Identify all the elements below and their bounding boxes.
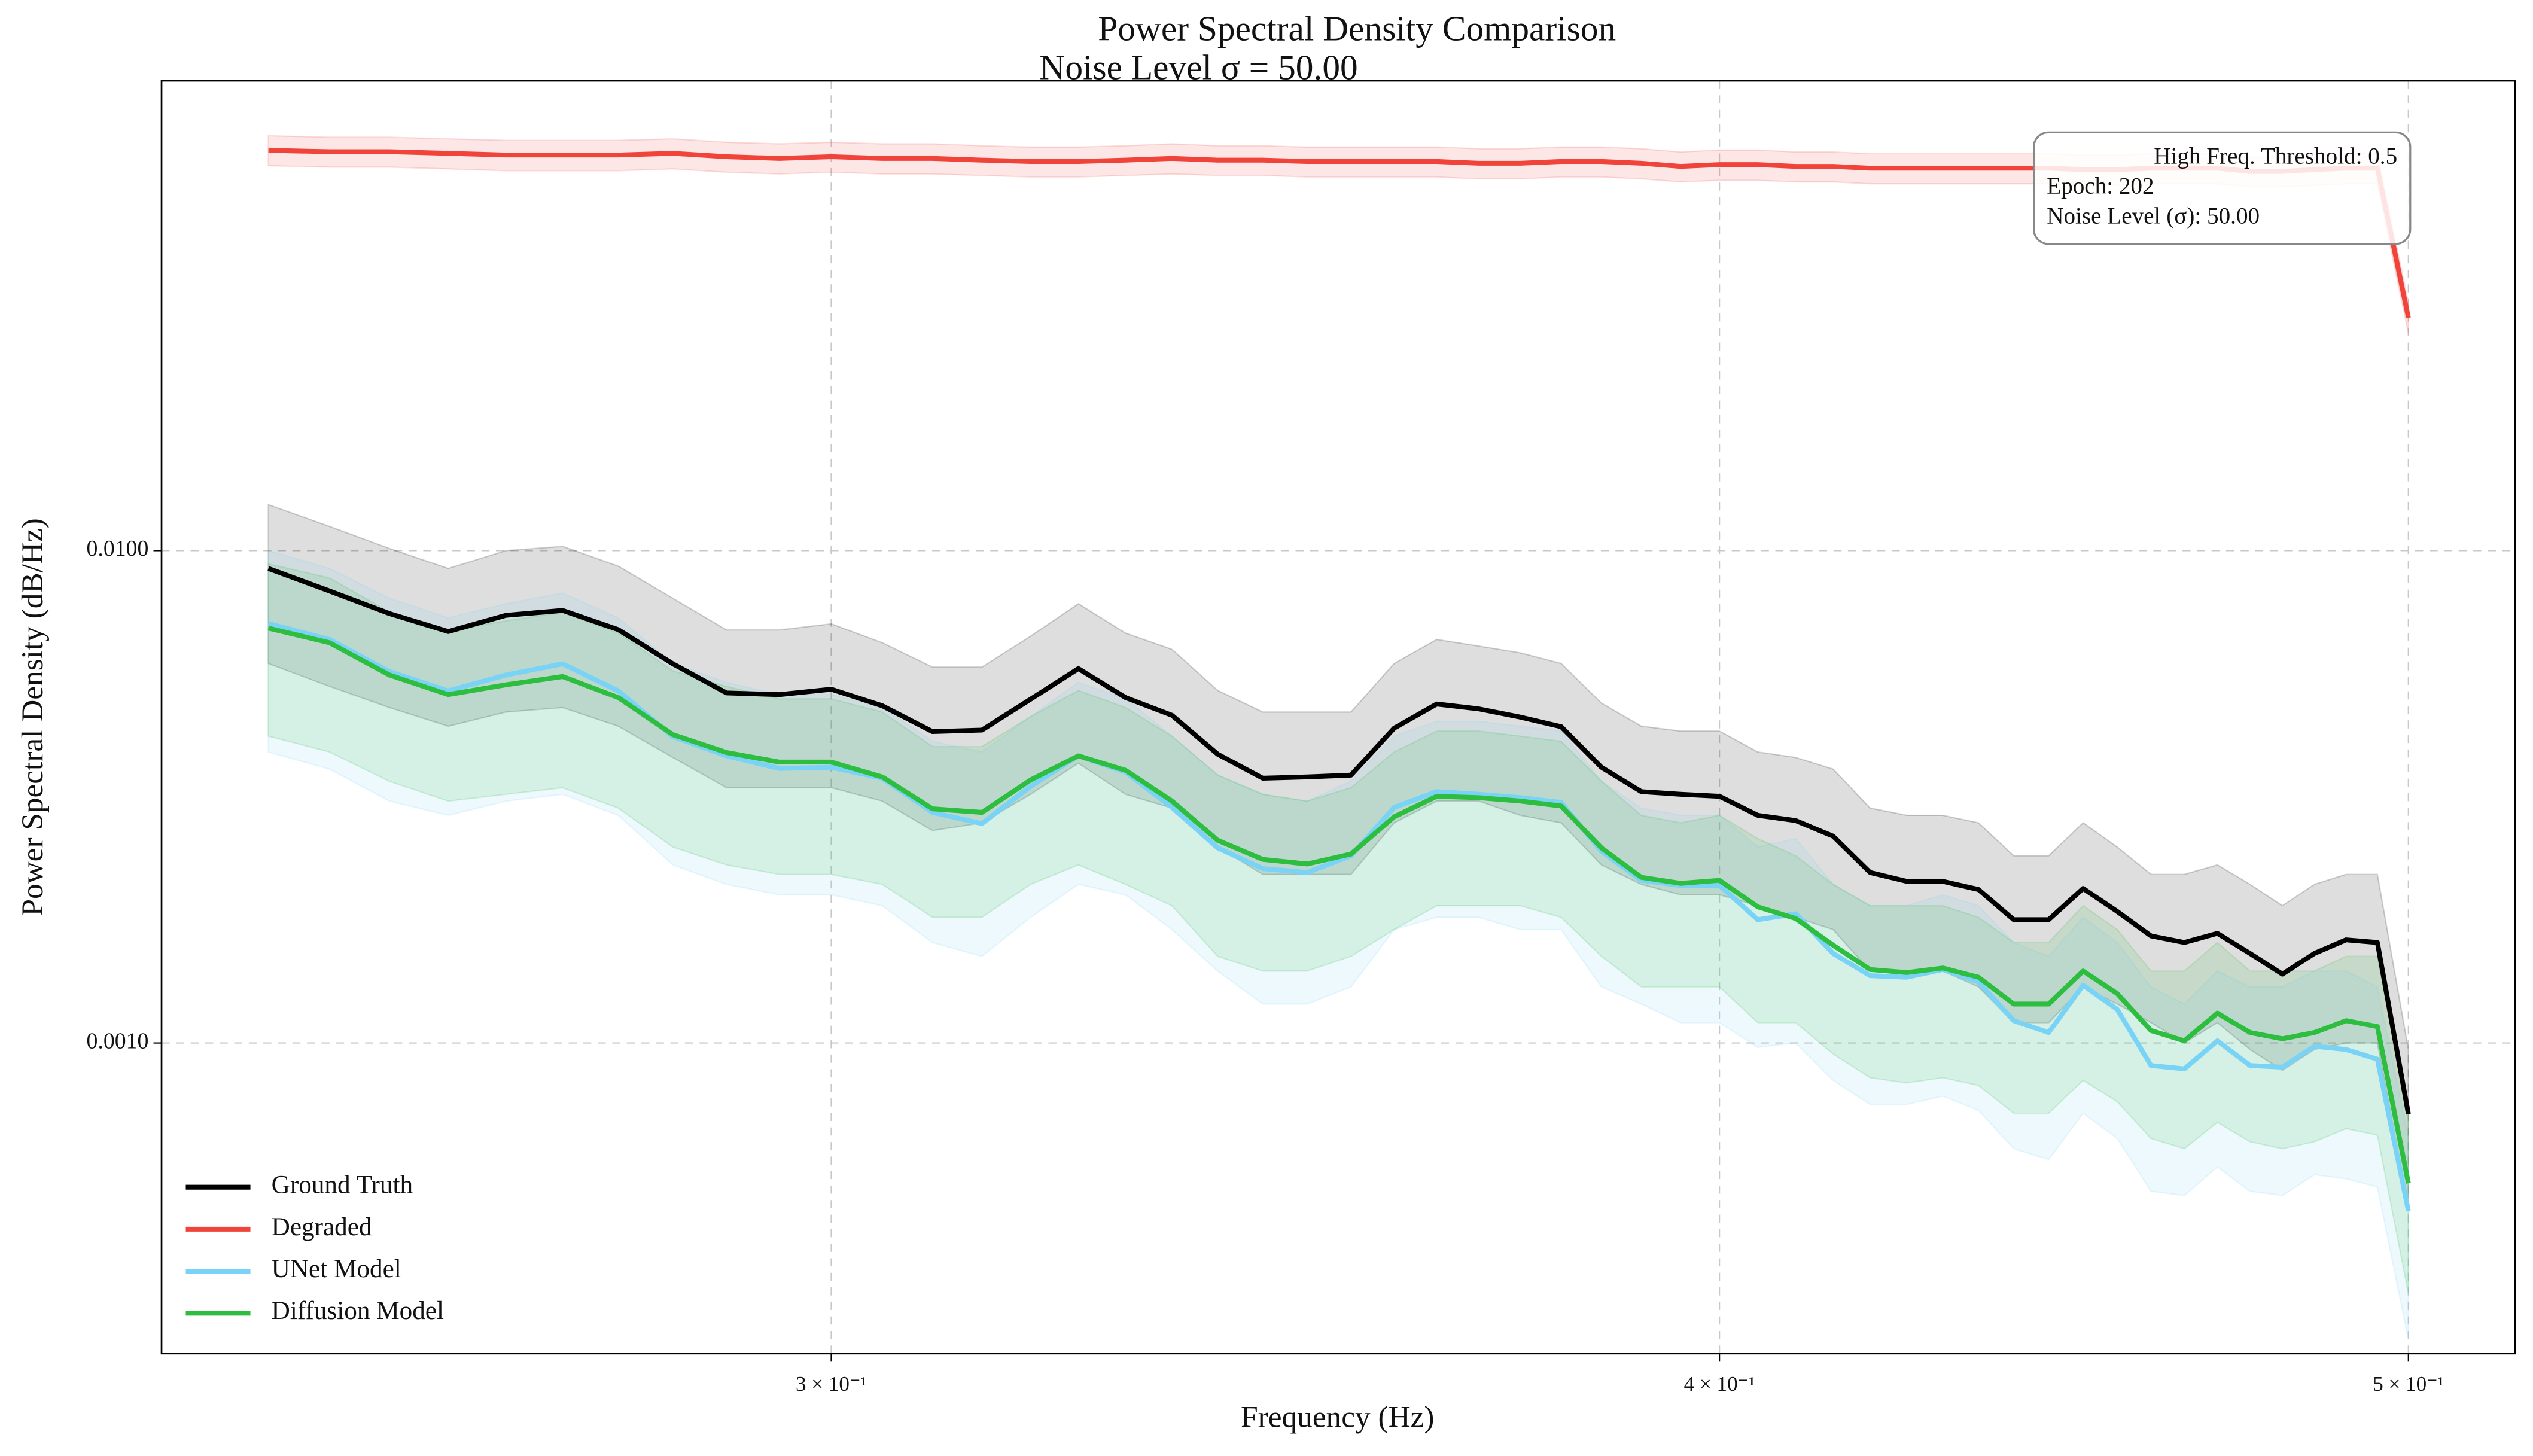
chart-title: Power Spectral Density Comparison — [1098, 9, 1616, 48]
legend-label: UNet Model — [272, 1255, 401, 1283]
plot-frame — [160, 80, 2516, 1355]
x-tick-label: 3 × 10⁻¹ — [796, 1372, 867, 1396]
plot-area: 0.0010 0.0100 3 × 10⁻¹ 4 × 10⁻¹ 5 × 10⁻¹ Grou… — [86, 80, 2516, 1396]
y-tick-label: 0.0010 — [86, 1028, 148, 1053]
confidence-band — [267, 550, 2409, 1340]
legend-label: Degraded — [272, 1213, 372, 1241]
x-axis-label: Frequency (Hz) — [1241, 1400, 1434, 1434]
annotation-text: Epoch: 202 — [2047, 173, 2154, 199]
series-line — [267, 626, 2411, 1184]
legend-label: Diffusion Model — [272, 1297, 444, 1325]
annotation-box — [2032, 131, 2412, 245]
y-axis-label: Power Spectral Density (dB/Hz) — [16, 518, 50, 916]
x-tick-label: 5 × 10⁻¹ — [2373, 1372, 2444, 1396]
annotation-text: Noise Level (σ): 50.00 — [2047, 203, 2260, 229]
annotation-text: High Freq. Threshold: 0.5 — [2154, 144, 2397, 169]
y-tick-label: 0.0100 — [86, 536, 148, 561]
series-line — [267, 566, 2411, 1115]
legend-label: Ground Truth — [272, 1171, 413, 1199]
x-tick-label: 4 × 10⁻¹ — [1684, 1372, 1755, 1396]
series-line — [267, 621, 2411, 1212]
confidence-band — [267, 563, 2409, 1294]
